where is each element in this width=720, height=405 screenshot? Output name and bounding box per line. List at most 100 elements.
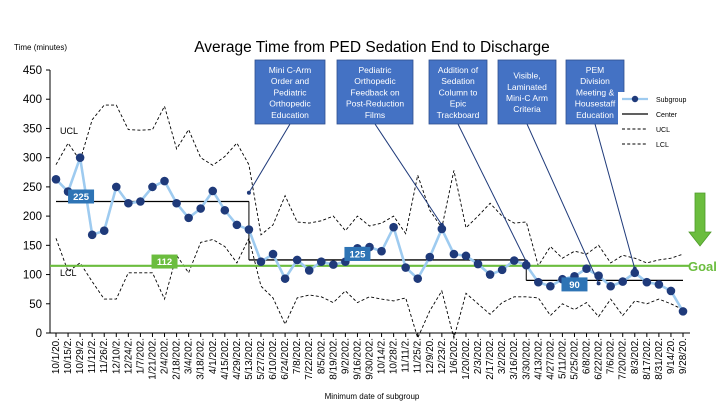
annotation-text-line: Visible, — [513, 71, 540, 81]
subgroup-data-point — [136, 197, 145, 206]
center-value-label: 90 — [569, 280, 580, 291]
subgroup-data-point — [232, 220, 242, 230]
x-tick-label: 3/2/202. — [497, 338, 508, 374]
subgroup-data-point — [160, 176, 169, 186]
x-tick-label: 1/20/202. — [461, 338, 472, 380]
annotation-text-line: Pediatric — [273, 87, 307, 97]
x-tick-label: 9/30/202. — [365, 338, 376, 380]
y-tick-label: 150 — [23, 240, 42, 252]
center-value-badge — [68, 189, 95, 204]
center-value-label: 125 — [350, 249, 367, 260]
x-tick-label: 10/28/2. — [389, 338, 400, 374]
x-tick-label: 7/8/202. — [292, 338, 303, 374]
subgroup-data-point — [208, 186, 218, 196]
annotation-text-line: Post-Reduction — [346, 99, 404, 109]
x-tick-label: 3/30/202. — [521, 338, 532, 380]
y-tick-label: 450 — [23, 65, 42, 77]
x-tick-label: 11/25/2. — [413, 338, 424, 373]
x-tick-label: 4/27/202. — [545, 338, 556, 380]
legend-label-lcl: LCL — [656, 142, 669, 149]
goal-direction-arrow — [688, 192, 712, 247]
x-tick-label: 2/3/202. — [473, 338, 484, 374]
y-tick-label: 250 — [23, 182, 42, 194]
x-tick-label: 9/2/202. — [340, 338, 351, 374]
annotation-box — [254, 59, 326, 125]
subgroup-data-point — [220, 205, 230, 215]
annotation-pointer — [594, 123, 636, 269]
subgroup-data-point — [292, 255, 302, 265]
x-tick-label: 10/14/2. — [377, 338, 388, 374]
center-value-label: 112 — [157, 257, 172, 268]
subgroup-data-point — [99, 226, 109, 236]
annotation-text-line: PEM — [586, 65, 604, 75]
subgroup-data-point — [582, 264, 591, 274]
subgroup-data-point — [172, 198, 181, 208]
x-tick-label: 9/14/20. — [666, 338, 677, 374]
x-tick-label: 8/19/202. — [328, 338, 339, 380]
annotation-text-line: Feedback on — [350, 87, 399, 97]
subgroup-data-point — [606, 281, 615, 291]
subgroup-data-point — [329, 260, 338, 269]
annotation-text-line: Housestaff — [575, 99, 616, 109]
x-tick-label: 10/1/20. — [51, 338, 62, 374]
y-tick-label: 0 — [36, 328, 42, 340]
x-tick-label: 11/26/2. — [99, 338, 110, 373]
center-value-badge — [151, 254, 178, 269]
subgroup-data-point — [473, 259, 483, 269]
y-tick-label: 200 — [23, 211, 42, 223]
subgroup-data-point — [389, 222, 398, 232]
lcl-line — [55, 236, 684, 340]
annotation-text-line: Column to — [439, 87, 478, 97]
x-tick-label: 6/10/202. — [268, 338, 279, 380]
x-tick-label: 11/11/2. — [401, 338, 412, 373]
annotation-text-line: Orthopedic — [354, 76, 396, 86]
x-tick-label: 3/16/202. — [509, 338, 520, 380]
annotation-box — [336, 59, 414, 125]
x-tick-label: 5/25/202. — [569, 338, 580, 380]
annotation-text-line: Division — [580, 76, 610, 86]
subgroup-data-point — [111, 182, 121, 192]
x-tick-label: 12/24/2. — [123, 338, 134, 374]
x-tick-label: 1/7/202. — [135, 338, 146, 374]
legend-label-center: Center — [656, 112, 678, 119]
subgroup-data-point — [280, 274, 290, 283]
annotation-text-line: Criteria — [513, 104, 541, 114]
x-tick-label: 7/6/202. — [606, 338, 617, 374]
annotation-box — [428, 59, 488, 125]
x-tick-label: 12/9/20. — [425, 338, 436, 374]
subgroup-data-point — [449, 249, 459, 259]
subgroup-data-point — [437, 224, 447, 234]
annotation-text-line: Epic — [450, 99, 467, 109]
x-tick-label: 10/29/2. — [75, 338, 86, 374]
annotation-box — [497, 59, 557, 125]
annotation-text-line: Order and — [271, 76, 310, 86]
lcl-line-label: LCL — [60, 268, 77, 278]
subgroup-data-point — [642, 277, 652, 287]
subgroup-data-point — [184, 213, 193, 223]
x-tick-label: 8/17/202. — [642, 338, 653, 380]
x-tick-label: 6/22/202. — [594, 338, 605, 380]
center-value-badge — [344, 246, 371, 261]
subgroup-data-point — [268, 249, 278, 259]
ucl-line-label: UCL — [60, 126, 78, 136]
y-axis-label: Time (minutes) — [14, 43, 67, 52]
subgroup-data-point — [630, 268, 640, 278]
subgroup-data-point — [316, 257, 326, 266]
x-tick-label: 10/15/2. — [63, 338, 74, 374]
x-tick-label: 2/18/202. — [172, 338, 183, 380]
annotation-text-line: Trackboard — [437, 110, 480, 120]
x-tick-label: 12/23/2. — [437, 338, 448, 374]
x-tick-label: 7/20/202. — [618, 338, 629, 380]
annotation-text-line: Education — [576, 110, 614, 120]
annotation-pointer — [457, 123, 527, 262]
x-tick-label: 4/13/202. — [533, 338, 544, 380]
goal-label: Goal — [688, 259, 717, 274]
subgroup-data-point — [485, 270, 495, 279]
center-value-badge — [561, 277, 588, 292]
annotation-text-line: Addition of — [438, 65, 479, 75]
x-tick-label: 3/4/202. — [184, 338, 195, 374]
x-tick-label: 8/3/202. — [630, 338, 641, 374]
subgroup-data-point — [244, 225, 254, 234]
subgroup-data-point — [87, 230, 97, 240]
x-tick-label: 2/17/202. — [485, 338, 496, 380]
